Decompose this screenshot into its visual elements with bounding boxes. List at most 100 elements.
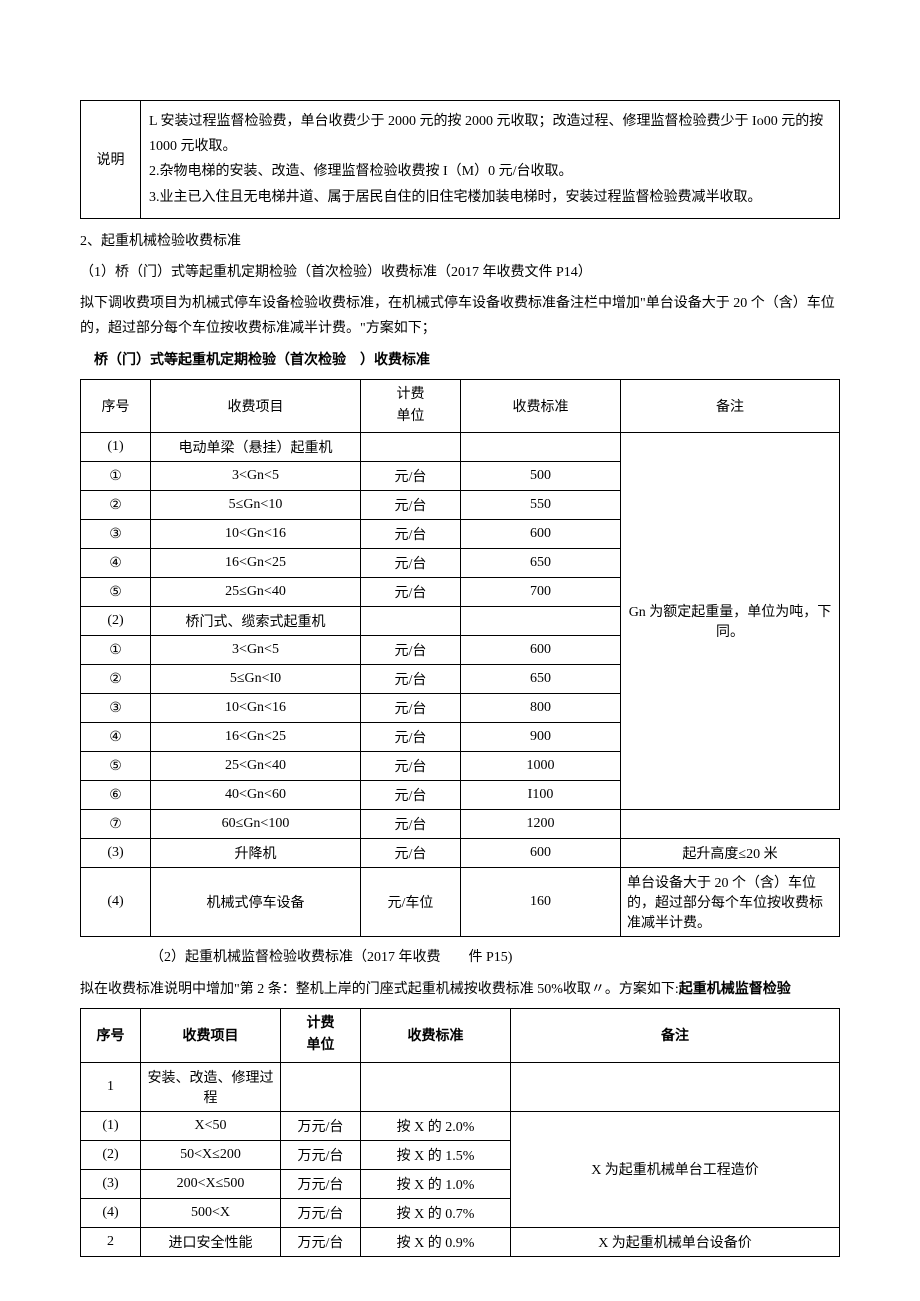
cell-unit: 元/台 <box>361 462 461 491</box>
cell-unit: 元/台 <box>361 491 461 520</box>
cell-fee: 1000 <box>461 752 621 781</box>
cell-unit: 万元/台 <box>281 1111 361 1140</box>
cell-item: 3<Gn<5 <box>151 462 361 491</box>
cell-item: 安装、改造、修理过程 <box>141 1062 281 1111</box>
header-fee: 收费标准 <box>361 1008 511 1062</box>
cell-item: 50<X≤200 <box>141 1140 281 1169</box>
cell-unit: 元/台 <box>361 781 461 810</box>
section2-sub1: （1）桥（门）式等起重机定期检验（首次检验）收费标准（2017 年收费文件 P1… <box>80 260 840 285</box>
cell-item: X<50 <box>141 1111 281 1140</box>
cell-item: 电动单梁（悬挂）起重机 <box>151 433 361 462</box>
cell-seq: 1 <box>81 1062 141 1111</box>
cell-fee: 700 <box>461 578 621 607</box>
cell-remark <box>511 1062 840 1111</box>
cell-fee: 600 <box>461 636 621 665</box>
cell-fee: 按 X 的 0.9% <box>361 1227 511 1256</box>
cell-fee: 按 X 的 1.5% <box>361 1140 511 1169</box>
cell-seq: ② <box>81 665 151 694</box>
section3-desc: 拟在收费标准说明中增加"第 2 条：整机上岸的门座式起重机械按收费标准 50%收… <box>80 977 840 1002</box>
cell-seq: (2) <box>81 607 151 636</box>
cell-unit: 元/车位 <box>361 868 461 937</box>
table1-title: 桥（门）式等起重机定期检验（首次检验 ）收费标准 <box>80 348 840 373</box>
cell-item: 500<X <box>141 1198 281 1227</box>
cell-remark: 起升高度≤20 米 <box>621 839 840 868</box>
cell-fee: I100 <box>461 781 621 810</box>
section2-desc: 拟下调收费项目为机械式停车设备检验收费标准，在机械式停车设备收费标准备注栏中增加… <box>80 291 840 341</box>
header-seq: 序号 <box>81 379 151 433</box>
note-line-1: L 安装过程监督检验费，单台收费少于 2000 元的按 2000 元收取；改造过… <box>149 109 831 159</box>
section3-sub2: （2）起重机械监督检验收费标准（2017 年收费 件 P15) <box>80 945 840 970</box>
cell-item: 25<Gn<40 <box>151 752 361 781</box>
cell-item: 10<Gn<16 <box>151 520 361 549</box>
table-header-row: 序号 收费项目 计费单位 收费标准 备注 <box>81 379 840 433</box>
table-row: (1) X<50 万元/台 按 X 的 2.0% X 为起重机械单台工程造价 <box>81 1111 840 1140</box>
cell-item: 40<Gn<60 <box>151 781 361 810</box>
cell-unit: 元/台 <box>361 694 461 723</box>
cell-fee: 900 <box>461 723 621 752</box>
cell-fee <box>461 607 621 636</box>
cell-seq: ⑤ <box>81 578 151 607</box>
cell-fee: 1200 <box>461 810 621 839</box>
table-row: 2 进口安全性能 万元/台 按 X 的 0.9% X 为起重机械单台设备价 <box>81 1227 840 1256</box>
header-unit: 计费单位 <box>281 1008 361 1062</box>
cell-unit: 元/台 <box>361 810 461 839</box>
cell-item: 进口安全性能 <box>141 1227 281 1256</box>
cell-seq: 2 <box>81 1227 141 1256</box>
cell-seq: (4) <box>81 868 151 937</box>
cell-unit: 元/台 <box>361 578 461 607</box>
cell-unit: 万元/台 <box>281 1227 361 1256</box>
cell-unit: 元/台 <box>361 636 461 665</box>
note-table: 说明 L 安装过程监督检验费，单台收费少于 2000 元的按 2000 元收取；… <box>80 100 840 219</box>
cell-item: 5≤Gn<10 <box>151 491 361 520</box>
cell-unit: 元/台 <box>361 549 461 578</box>
cell-unit: 元/台 <box>361 665 461 694</box>
cell-fee: 按 X 的 2.0% <box>361 1111 511 1140</box>
cell-fee: 500 <box>461 462 621 491</box>
cell-remark-span: Gn 为额定起重量，单位为吨，下同。 <box>621 433 840 810</box>
header-item: 收费项目 <box>151 379 361 433</box>
header-remark: 备注 <box>621 379 840 433</box>
cell-unit <box>361 433 461 462</box>
table-row: (3) 升降机 元/台 600 起升高度≤20 米 <box>81 839 840 868</box>
cell-fee: 800 <box>461 694 621 723</box>
section3-desc-prefix: 拟在收费标准说明中增加"第 2 条：整机上岸的门座式起重机械按收费标准 50%收… <box>80 982 679 997</box>
cell-unit: 万元/台 <box>281 1198 361 1227</box>
cell-unit: 元/台 <box>361 839 461 868</box>
cell-fee <box>361 1062 511 1111</box>
cell-unit: 万元/台 <box>281 1140 361 1169</box>
section2-title: 2、起重机械检验收费标准 <box>80 229 840 254</box>
cell-item: 16<Gn<25 <box>151 723 361 752</box>
cell-seq: (1) <box>81 433 151 462</box>
cell-fee: 550 <box>461 491 621 520</box>
note-line-3: 3.业主已入住且无电梯井道、属于居民自住的旧住宅楼加装电梯时，安装过程监督检验费… <box>149 185 831 210</box>
cell-unit: 万元/台 <box>281 1169 361 1198</box>
cell-unit: 元/台 <box>361 520 461 549</box>
cell-unit: 元/台 <box>361 752 461 781</box>
cell-remark: X 为起重机械单台设备价 <box>511 1227 840 1256</box>
note-content: L 安装过程监督检验费，单台收费少于 2000 元的按 2000 元收取；改造过… <box>141 101 840 219</box>
note-label: 说明 <box>81 101 141 219</box>
table-row: (1) 电动单梁（悬挂）起重机 Gn 为额定起重量，单位为吨，下同。 <box>81 433 840 462</box>
cell-item: 60≤Gn<100 <box>151 810 361 839</box>
cell-unit <box>361 607 461 636</box>
cell-fee: 650 <box>461 665 621 694</box>
cell-seq: ⑤ <box>81 752 151 781</box>
note-line-2: 2.杂物电梯的安装、改造、修理监督检验收费按 I（M）0 元/台收取。 <box>149 159 831 184</box>
header-unit: 计费单位 <box>361 379 461 433</box>
cell-fee <box>461 433 621 462</box>
cell-seq: (4) <box>81 1198 141 1227</box>
cell-unit: 元/台 <box>361 723 461 752</box>
cell-seq: ③ <box>81 694 151 723</box>
header-fee: 收费标准 <box>461 379 621 433</box>
header-remark: 备注 <box>511 1008 840 1062</box>
cell-fee: 按 X 的 0.7% <box>361 1198 511 1227</box>
cell-fee: 650 <box>461 549 621 578</box>
table-row: (4) 机械式停车设备 元/车位 160 单台设备大于 20 个（含）车位的，超… <box>81 868 840 937</box>
cell-seq: ① <box>81 636 151 665</box>
cell-seq: (2) <box>81 1140 141 1169</box>
table-header-row: 序号 收费项目 计费单位 收费标准 备注 <box>81 1008 840 1062</box>
cell-unit <box>281 1062 361 1111</box>
cell-seq: ② <box>81 491 151 520</box>
cell-fee: 160 <box>461 868 621 937</box>
cell-item: 10<Gn<16 <box>151 694 361 723</box>
